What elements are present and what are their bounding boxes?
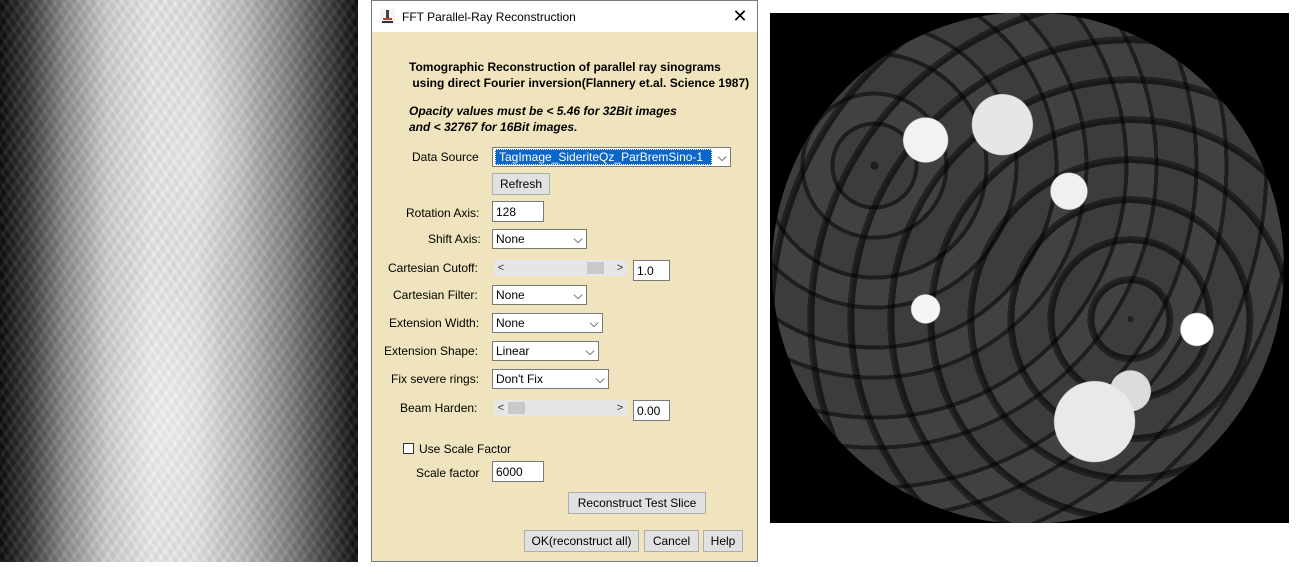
scale-factor-label: Scale factor [416,466,480,480]
chevron-down-icon: ⌵ [573,287,583,302]
extension-shape-value: Linear [496,344,530,358]
use-scale-factor-checkbox[interactable] [403,443,414,454]
opacity-note-1: Opacity values must be < 5.46 for 32Bit … [409,104,677,118]
beam-harden-input[interactable]: 0.00 [633,400,670,421]
window-title: FFT Parallel-Ray Reconstruction [402,10,576,24]
shift-axis-value: None [496,232,525,246]
beam-harden-slider[interactable]: < > [494,400,627,416]
rotation-axis-input[interactable]: 128 [492,201,544,222]
chevron-down-icon: ⌵ [717,149,727,164]
reconstruction-dialog: FFT Parallel-Ray Reconstruction ✕ Tomogr… [371,0,758,562]
slice-disc [772,13,1284,523]
scroll-right-icon[interactable]: > [616,262,624,274]
close-button[interactable]: ✕ [725,1,755,32]
extension-width-dropdown[interactable]: None ⌵ [492,313,603,333]
close-icon: ✕ [732,6,748,26]
fix-rings-dropdown[interactable]: Don't Fix ⌵ [492,369,609,389]
fix-rings-label: Fix severe rings: [391,372,480,386]
opacity-note-2: and < 32767 for 16Bit images. [409,120,578,134]
extension-width-label: Extension Width: [389,316,480,330]
sinogram-image [0,0,358,562]
cartesian-filter-dropdown[interactable]: None ⌵ [492,285,587,305]
imagej-microscope-icon [380,9,395,24]
chevron-down-icon: ⌵ [589,315,599,330]
fix-rings-value: Don't Fix [496,372,543,386]
chevron-down-icon: ⌵ [595,371,605,386]
chevron-down-icon: ⌵ [585,343,595,358]
scroll-right-icon[interactable]: > [616,402,624,414]
data-source-label: Data Source [412,150,479,164]
beam-harden-thumb[interactable] [508,402,525,414]
shift-axis-label: Shift Axis: [428,232,481,246]
reconstructed-slice-image [770,13,1289,523]
help-button[interactable]: Help [703,530,743,552]
ok-reconstruct-all-button[interactable]: OK(reconstruct all) [524,530,639,552]
refresh-button[interactable]: Refresh [492,173,550,195]
cartesian-cutoff-slider[interactable]: < > [494,260,627,276]
beam-harden-label: Beam Harden: [400,401,478,415]
reconstruct-test-slice-button[interactable]: Reconstruct Test Slice [568,492,706,514]
scale-factor-input[interactable]: 6000 [492,461,544,482]
intro-line-2: using direct Fourier inversion(Flannery … [409,76,750,90]
extension-width-value: None [496,316,525,330]
cartesian-filter-value: None [496,288,525,302]
extension-shape-dropdown[interactable]: Linear ⌵ [492,341,599,361]
cartesian-cutoff-thumb[interactable] [587,262,605,274]
cartesian-cutoff-input[interactable]: 1.0 [633,260,670,281]
sinogram-texture [0,0,358,562]
use-scale-factor-label: Use Scale Factor [419,442,512,456]
scroll-left-icon[interactable]: < [497,262,505,274]
cartesian-cutoff-label: Cartesian Cutoff: [388,261,478,275]
chevron-down-icon: ⌵ [573,231,583,246]
extension-shape-label: Extension Shape: [384,344,479,358]
title-bar[interactable]: FFT Parallel-Ray Reconstruction ✕ [372,1,757,32]
intro-line-1: Tomographic Reconstruction of parallel r… [409,60,721,74]
cartesian-filter-label: Cartesian Filter: [393,288,478,302]
data-source-dropdown[interactable]: TagImage_SideriteQz_ParBremSino-1 ⌵ [492,147,731,167]
shift-axis-dropdown[interactable]: None ⌵ [492,229,587,249]
cancel-button[interactable]: Cancel [644,530,699,552]
data-source-value: TagImage_SideriteQz_ParBremSino-1 [495,149,712,165]
rotation-axis-label: Rotation Axis: [406,206,480,220]
scroll-left-icon[interactable]: < [497,402,505,414]
